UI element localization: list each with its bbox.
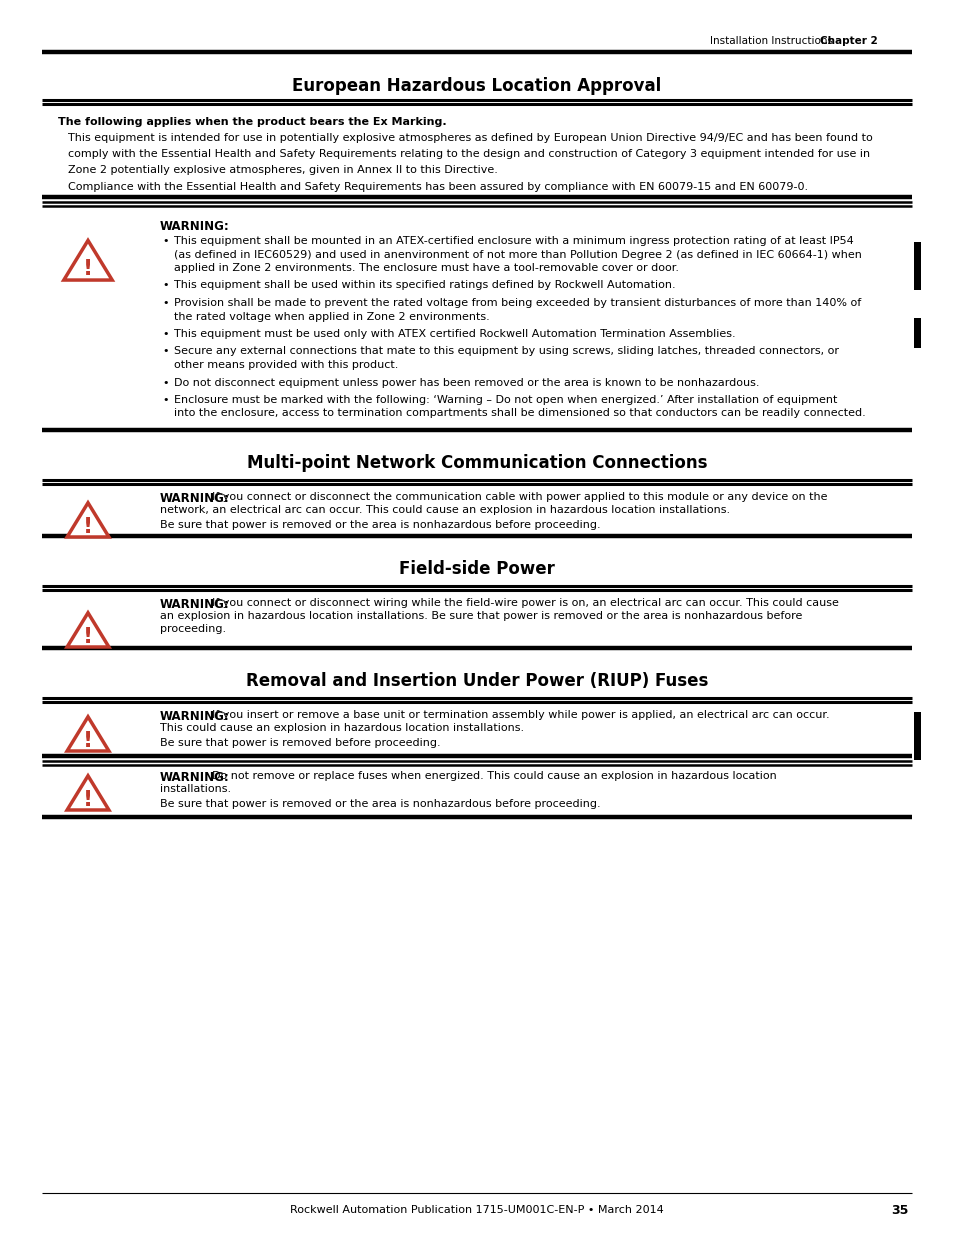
Text: WARNING:: WARNING: [160, 771, 230, 784]
Text: •: • [162, 298, 169, 308]
Polygon shape [67, 503, 109, 537]
Text: •: • [162, 329, 169, 338]
Text: Zone 2 potentially explosive atmospheres, given in Annex II to this Directive.: Zone 2 potentially explosive atmospheres… [68, 165, 497, 175]
Text: WARNING:: WARNING: [160, 492, 230, 505]
Text: proceeding.: proceeding. [160, 624, 226, 634]
Text: Be sure that power is removed or the area is nonhazardous before proceeding.: Be sure that power is removed or the are… [160, 520, 600, 530]
Text: This could cause an explosion in hazardous location installations.: This could cause an explosion in hazardo… [160, 722, 523, 734]
Text: Do not disconnect equipment unless power has been removed or the area is known t: Do not disconnect equipment unless power… [173, 378, 759, 388]
Polygon shape [64, 241, 112, 280]
Text: Enclosure must be marked with the following: ‘Warning – Do not open when energiz: Enclosure must be marked with the follow… [173, 395, 837, 405]
Text: If you connect or disconnect wiring while the field-wire power is on, an electri: If you connect or disconnect wiring whil… [212, 598, 838, 608]
Bar [913, 242, 920, 290]
Text: This equipment must be used only with ATEX certified Rockwell Automation Termina: This equipment must be used only with AT… [173, 329, 735, 338]
Text: Chapter 2: Chapter 2 [820, 36, 877, 46]
Text: WARNING:: WARNING: [160, 710, 230, 722]
Text: the rated voltage when applied in Zone 2 environments.: the rated voltage when applied in Zone 2… [173, 311, 489, 321]
Text: other means provided with this product.: other means provided with this product. [173, 359, 398, 370]
Text: Compliance with the Essential Health and Safety Requirements has been assured by: Compliance with the Essential Health and… [68, 182, 807, 191]
Text: 35: 35 [890, 1203, 908, 1216]
Text: Installation Instructions: Installation Instructions [709, 36, 832, 46]
Text: Multi-point Network Communication Connections: Multi-point Network Communication Connec… [247, 454, 706, 472]
Text: !: ! [83, 627, 93, 647]
Text: !: ! [83, 517, 93, 537]
Text: Be sure that power is removed before proceeding.: Be sure that power is removed before pro… [160, 739, 440, 748]
Text: WARNING:: WARNING: [160, 598, 230, 611]
Text: •: • [162, 395, 169, 405]
Text: an explosion in hazardous location installations. Be sure that power is removed : an explosion in hazardous location insta… [160, 611, 801, 621]
Polygon shape [67, 613, 109, 647]
Text: Field-side Power: Field-side Power [398, 559, 555, 578]
Text: into the enclosure, access to termination compartments shall be dimensioned so t: into the enclosure, access to terminatio… [173, 409, 864, 419]
Bar [913, 713, 920, 760]
Text: European Hazardous Location Approval: European Hazardous Location Approval [292, 77, 661, 95]
Text: The following applies when the product bears the Ex Marking.: The following applies when the product b… [58, 117, 446, 127]
Text: !: ! [83, 259, 93, 279]
Text: Do not remove or replace fuses when energized. This could cause an explosion in : Do not remove or replace fuses when ener… [212, 771, 776, 781]
Text: This equipment is intended for use in potentially explosive atmospheres as defin: This equipment is intended for use in po… [68, 133, 872, 143]
Polygon shape [67, 776, 109, 810]
Text: If you connect or disconnect the communication cable with power applied to this : If you connect or disconnect the communi… [212, 492, 826, 501]
Text: applied in Zone 2 environments. The enclosure must have a tool-removable cover o: applied in Zone 2 environments. The encl… [173, 263, 679, 273]
Text: Secure any external connections that mate to this equipment by using screws, sli: Secure any external connections that mat… [173, 347, 838, 357]
Text: Be sure that power is removed or the area is nonhazardous before proceeding.: Be sure that power is removed or the are… [160, 799, 600, 809]
Bar [913, 317, 920, 348]
Text: This equipment shall be used within its specified ratings defined by Rockwell Au: This equipment shall be used within its … [173, 280, 675, 290]
Polygon shape [67, 716, 109, 751]
Text: !: ! [83, 731, 93, 751]
Text: If you insert or remove a base unit or termination assembly while power is appli: If you insert or remove a base unit or t… [212, 710, 829, 720]
Text: (as defined in IEC60529) and used in anenvironment of not more than Pollution De: (as defined in IEC60529) and used in ane… [173, 249, 861, 259]
Text: •: • [162, 236, 169, 246]
Text: comply with the Essential Health and Safety Requirements relating to the design : comply with the Essential Health and Saf… [68, 149, 869, 159]
Text: Rockwell Automation Publication 1715-UM001C-EN-P • March 2014: Rockwell Automation Publication 1715-UM0… [290, 1205, 663, 1215]
Text: •: • [162, 280, 169, 290]
Text: WARNING:: WARNING: [160, 220, 230, 233]
Text: This equipment shall be mounted in an ATEX-certified enclosure with a minimum in: This equipment shall be mounted in an AT… [173, 236, 853, 246]
Text: Provision shall be made to prevent the rated voltage from being exceeded by tran: Provision shall be made to prevent the r… [173, 298, 861, 308]
Text: •: • [162, 378, 169, 388]
Text: network, an electrical arc can occur. This could cause an explosion in hazardous: network, an electrical arc can occur. Th… [160, 505, 729, 515]
Text: •: • [162, 347, 169, 357]
Text: Removal and Insertion Under Power (RIUP) Fuses: Removal and Insertion Under Power (RIUP)… [246, 672, 707, 690]
Text: installations.: installations. [160, 784, 231, 794]
Text: !: ! [83, 790, 93, 810]
